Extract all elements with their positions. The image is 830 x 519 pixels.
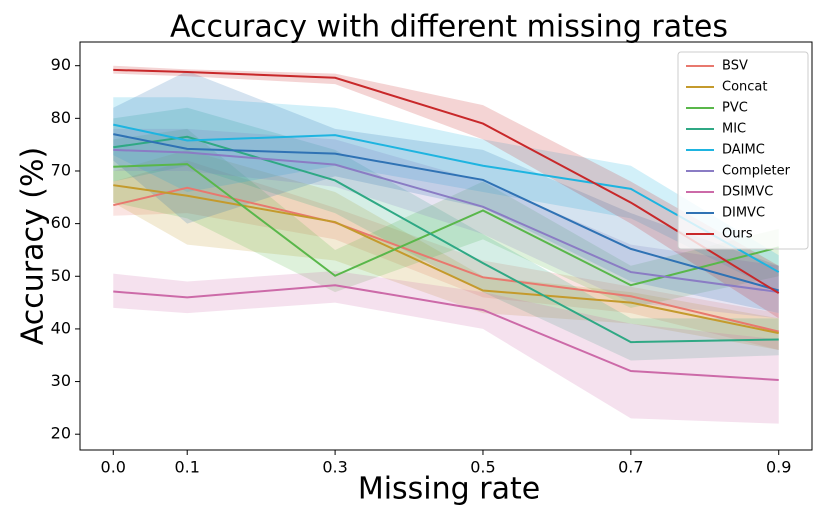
legend-box [677,51,809,250]
y-tick-label: 80 [51,108,71,127]
legend-label: BSV [722,59,748,74]
series-line [113,186,779,333]
series-line [113,184,779,335]
x-tick-label: 0.1 [174,458,199,477]
y-tick-label: 40 [51,318,71,337]
error-band [113,149,779,350]
chart-title: Accuracy with different missing rates [170,10,728,45]
plot-frame [79,41,813,451]
error-band [113,160,779,350]
legend-label: Ours [722,227,753,242]
x-tick-label: 0.7 [618,458,643,477]
y-tick-label: 30 [51,371,71,390]
y-tick-label: 50 [51,266,71,285]
y-axis-label: Accuracy (%) [16,147,51,345]
x-tick-label: 0.3 [322,458,347,477]
series-line [113,133,779,292]
x-axis-label: Missing rate [358,472,540,507]
legend-label: Completer [722,164,791,179]
legend-label: DIMVC [722,206,765,221]
error-band [113,97,779,293]
series-line [113,123,780,273]
legend-label: DSIMVC [722,185,773,200]
legend-label: DAIMC [722,143,765,158]
legend-label: PVC [722,101,748,116]
series-line [113,163,779,287]
error-band [113,271,779,424]
y-tick-label: 70 [51,160,71,179]
error-band [113,107,779,361]
series-line [113,284,779,381]
x-tick-label: 0.0 [101,458,126,477]
series-line [113,148,779,294]
x-tick-label: 0.5 [470,458,495,477]
y-tick-label: 60 [51,213,71,232]
y-tick-label: 90 [51,55,71,74]
x-tick-label: 0.9 [766,458,791,477]
series-line [113,68,780,294]
error-band [113,128,779,319]
y-tick-label: 20 [51,424,71,443]
error-band [113,65,779,319]
error-band [113,70,779,314]
legend-label: MIC [722,122,746,137]
legend-label: Concat [722,80,767,95]
